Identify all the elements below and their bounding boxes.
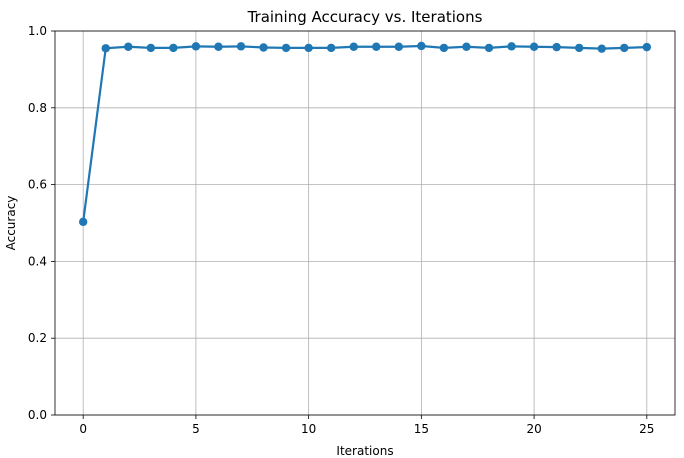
data-point <box>439 43 449 53</box>
data-point <box>507 42 516 51</box>
data-point <box>372 42 381 51</box>
chart-title: Training Accuracy vs. Iterations <box>247 8 483 26</box>
data-point <box>326 43 336 53</box>
y-tick-label: 0.8 <box>28 101 47 115</box>
data-point <box>169 43 178 53</box>
x-tick-label: 25 <box>639 422 654 436</box>
y-tick-label: 0.2 <box>28 331 47 345</box>
y-tick-label: 0.6 <box>28 178 47 192</box>
y-tick-label: 1.0 <box>28 24 47 38</box>
x-tick-label: 15 <box>414 422 429 436</box>
x-tick-label: 10 <box>301 422 316 436</box>
data-point <box>349 42 358 51</box>
data-point <box>597 44 606 53</box>
series-layer <box>78 41 652 227</box>
data-point <box>484 43 494 53</box>
y-axis-label: Accuracy <box>4 196 18 251</box>
data-point <box>304 43 313 53</box>
data-point <box>574 43 584 53</box>
series-line <box>82 44 647 222</box>
data-point <box>236 42 246 51</box>
data-point <box>146 43 156 53</box>
data-point <box>417 41 426 51</box>
grid-lines <box>55 30 675 416</box>
data-point <box>124 42 133 51</box>
x-axis-label: Iterations <box>336 444 393 458</box>
data-point <box>529 42 539 51</box>
data-point <box>462 42 471 51</box>
axis-ticks: 0 5 10 15 20 25 0.0 0.2 0.4 0.6 0.8 1.0 <box>28 24 655 436</box>
data-point <box>642 42 652 52</box>
data-point <box>78 217 88 227</box>
data-point <box>620 43 629 53</box>
data-point <box>214 42 223 51</box>
x-tick-label: 0 <box>79 422 87 436</box>
data-point <box>191 42 201 51</box>
data-point <box>394 42 404 51</box>
y-tick-label: 0.4 <box>28 254 47 268</box>
data-point <box>552 42 561 52</box>
axes-frame <box>54 30 676 416</box>
data-point <box>259 43 268 52</box>
data-point <box>101 44 110 53</box>
x-tick-label: 5 <box>192 422 200 436</box>
data-point <box>281 43 291 53</box>
x-tick-label: 20 <box>526 422 541 436</box>
y-tick-label: 0.0 <box>28 408 47 422</box>
